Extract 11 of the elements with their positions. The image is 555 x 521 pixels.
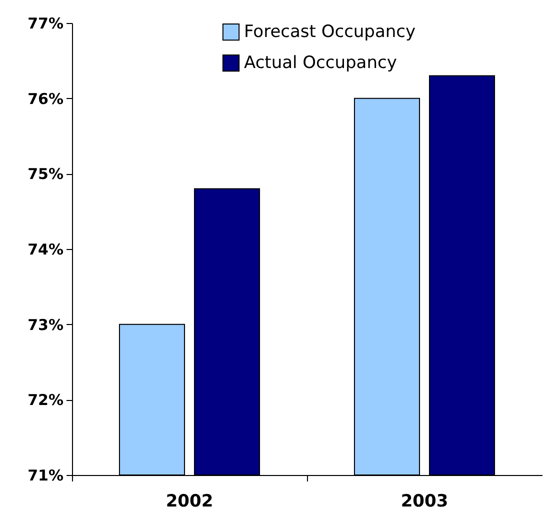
legend-label: Actual Occupancy (244, 53, 397, 73)
x-tick-label: 2002 (166, 492, 214, 512)
x-tick-label: 2003 (400, 492, 448, 512)
y-tick-label: 72% (28, 391, 64, 410)
y-tick-label: 76% (28, 90, 64, 108)
y-tick-label: 77% (28, 14, 64, 32)
y-tick-label: 74% (28, 240, 64, 258)
y-tick-label: 75% (28, 165, 64, 184)
y-tick-label: 73% (28, 316, 64, 334)
legend-label: Forecast Occupancy (244, 22, 416, 42)
y-tick-label: 71% (28, 466, 64, 484)
